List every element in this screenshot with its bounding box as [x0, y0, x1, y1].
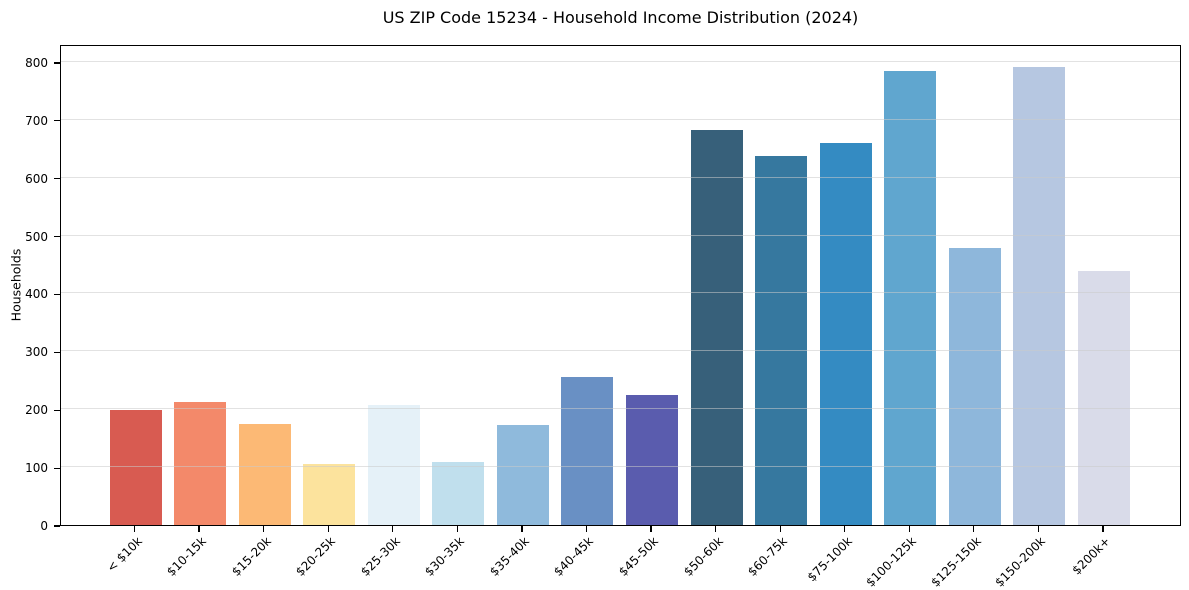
- gridline-300: [61, 350, 1180, 352]
- y-tick-label-500: 500: [25, 229, 48, 244]
- bar-$40-45k: [561, 376, 614, 525]
- y-tick-mark-0: [54, 525, 60, 527]
- y-axis-label: Households: [8, 248, 24, 322]
- gridline-800: [61, 60, 1180, 62]
- x-tick-mark-< $10k: [133, 526, 136, 532]
- y-tick-mark-400: [54, 293, 60, 296]
- y-tick-label-300: 300: [25, 345, 48, 360]
- bar-$45-50k: [626, 394, 679, 525]
- bar-$25-30k: [367, 405, 420, 525]
- x-tick-mark-$60-75k: [779, 526, 781, 532]
- bar-$15-20k: [238, 423, 291, 525]
- x-tick-mark-$15-20k: [263, 526, 265, 532]
- y-tick-mark-100: [54, 467, 60, 469]
- y-tick-label-800: 800: [25, 55, 48, 70]
- y-tick-mark-600: [54, 178, 60, 180]
- y-tick-label-100: 100: [25, 461, 48, 476]
- bar-$30-35k: [432, 461, 485, 525]
- x-tick-label-< $10k: < $10k: [103, 534, 145, 575]
- x-tick-mark-$100-125k: [908, 526, 910, 532]
- y-tick-mark-200: [54, 409, 60, 411]
- x-tick-mark-$45-50k: [650, 526, 652, 532]
- gridline-100: [61, 466, 1180, 468]
- y-tick-label-200: 200: [25, 403, 48, 418]
- x-tick-mark-$35-40k: [521, 526, 523, 532]
- y-tick-label-600: 600: [25, 171, 48, 186]
- x-tick-mark-$40-45k: [585, 526, 588, 532]
- x-tick-mark-$20-25k: [327, 526, 329, 532]
- y-tick-label-700: 700: [25, 113, 48, 128]
- gridline-500: [61, 234, 1180, 236]
- x-tick-mark-$150-200k: [1037, 526, 1040, 532]
- bar-$150-200k: [1013, 67, 1066, 525]
- chart-title: US ZIP Code 15234 - Household Income Dis…: [382, 8, 859, 27]
- plot-area: [60, 45, 1181, 526]
- y-tick-label-0: 0: [40, 519, 48, 533]
- bar-$60-75k: [755, 156, 808, 525]
- bar-$125-150k: [948, 248, 1001, 525]
- gridline-600: [61, 176, 1180, 178]
- y-tick-mark-500: [54, 235, 60, 238]
- bar-$200k+: [1078, 270, 1131, 525]
- x-tick-mark-$25-30k: [392, 526, 394, 532]
- bar-$35-40k: [496, 425, 549, 525]
- gridline-700: [61, 118, 1180, 120]
- x-tick-mark-$10-15k: [198, 526, 200, 532]
- y-tick-label-400: 400: [25, 287, 48, 302]
- y-tick-mark-300: [54, 351, 60, 353]
- bar-$20-25k: [303, 464, 356, 525]
- bar-$100-125k: [884, 71, 937, 525]
- bar-$75-100k: [819, 142, 872, 525]
- bar-< $10k: [109, 410, 162, 525]
- y-tick-mark-700: [54, 120, 60, 122]
- x-tick-mark-$50-60k: [715, 526, 717, 532]
- y-tick-mark-800: [54, 62, 60, 64]
- bar-$50-60k: [690, 130, 743, 525]
- x-tick-mark-$30-35k: [456, 526, 458, 532]
- x-tick-mark-$75-100k: [844, 526, 846, 532]
- gridline-400: [61, 292, 1180, 294]
- bar-$10-15k: [174, 402, 227, 525]
- gridline-200: [61, 408, 1180, 410]
- x-tick-mark-$200k+: [1102, 526, 1104, 532]
- x-tick-mark-$125-150k: [973, 526, 975, 532]
